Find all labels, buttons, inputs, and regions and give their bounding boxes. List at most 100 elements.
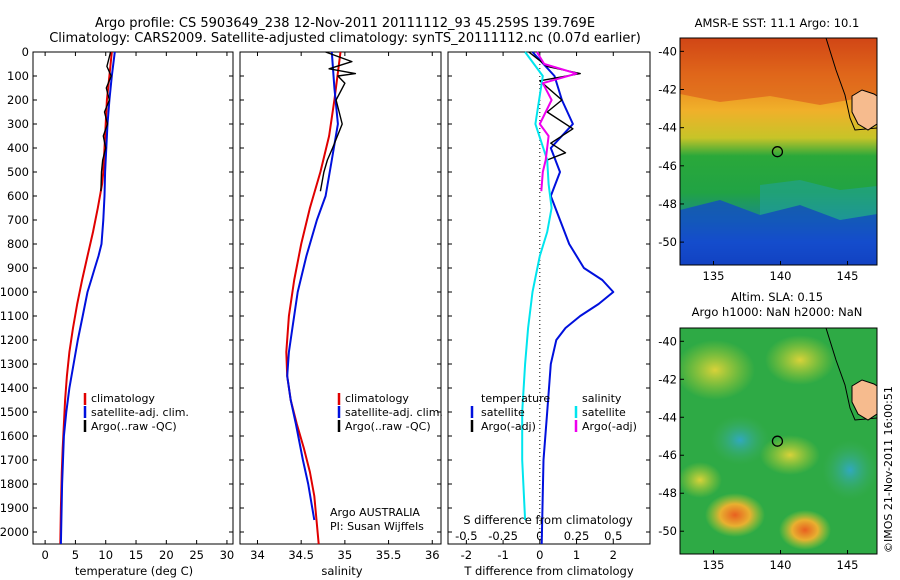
sla-map: [680, 328, 877, 554]
y-tick-label: 1000: [0, 285, 29, 299]
y-tick-label: 100: [7, 69, 29, 83]
argo-position-marker: [771, 146, 784, 158]
x-tick-label: 1: [573, 548, 580, 562]
y-tick-label: -40: [658, 334, 677, 348]
x-tick-label: -2: [461, 548, 472, 562]
temperature-panel: 0 100 200 300 400 500 600 700 800 900 1000 1100 1200…: [0, 45, 234, 562]
x-tick-label: 34.5: [288, 548, 314, 562]
sla-anomaly: [760, 435, 820, 475]
y-tick-label: 600: [7, 189, 29, 203]
legend-label-satellite: satellite-adj. clim.: [345, 406, 443, 419]
series-line: [521, 51, 553, 521]
y-tick-label: -50: [658, 524, 677, 538]
legend-label-satellite: satellite-adj. clim.: [91, 406, 189, 419]
series-line: [285, 51, 342, 545]
sla-anomaly: [710, 415, 770, 465]
sst-warm-band: [680, 38, 877, 105]
y-tick-label: 1800: [0, 477, 29, 491]
legend-label-temp-argo: Argo(-adj): [481, 420, 536, 433]
salinity-panel: 34 34.5 35 35.5 36: [239, 51, 442, 562]
y-tick-label: -48: [658, 486, 677, 500]
x-tick-label: 20: [159, 548, 174, 562]
y-tick-label: 400: [7, 141, 29, 155]
legend-label-climatology: climatology: [91, 392, 155, 405]
tasmania-land: [851, 89, 877, 131]
y-tick-label: 2000: [0, 525, 29, 539]
x-tick-label: 25: [189, 548, 204, 562]
y-tick-label: 700: [7, 213, 29, 227]
sla-map-title-1: Altim. SLA: 0.15: [731, 290, 823, 304]
y-tick-label: -46: [658, 159, 677, 173]
x-tick-label: 135: [703, 269, 725, 283]
series-line: [531, 51, 615, 545]
x-tick-label: 35.5: [376, 548, 402, 562]
legend-label-temp-satellite: satellite: [481, 406, 525, 419]
title-line-2: Climatology: CARS2009. Satellite-adjuste…: [49, 31, 641, 46]
title-line-1: Argo profile: CS 5903649_238 12-Nov-2011…: [95, 16, 595, 31]
temperature-legend: climatology satellite-adj. clim. Argo(..…: [83, 392, 189, 433]
map-frame: [679, 327, 878, 555]
y-tick-label: -40: [658, 44, 677, 58]
series-line: [536, 51, 578, 192]
x-tick-label: 30: [220, 548, 235, 562]
x-tick-label: 0: [536, 548, 543, 562]
sla-anomaly: [822, 440, 877, 500]
y-tick-label: 1300: [0, 357, 29, 371]
x-tick-label: 15: [129, 548, 144, 562]
y-tick-label: 200: [7, 93, 29, 107]
float-pi-label: PI: Susan Wijffels: [330, 520, 424, 533]
legend-label-sal-argo: Argo(-adj): [582, 420, 637, 433]
difference-top-axis-label: S difference from climatology: [463, 513, 633, 527]
sla-anomaly: [705, 493, 765, 537]
y-tick-label: -44: [658, 410, 677, 424]
series-line: [319, 51, 357, 192]
y-tick-label: 1700: [0, 453, 29, 467]
difference-legend: temperature satellite Argo(-adj) salinit…: [470, 392, 637, 433]
y-tick-label: -50: [658, 235, 677, 249]
legend-label-climatology: climatology: [345, 392, 409, 405]
top-x-tick-label: -0.25: [488, 529, 518, 543]
y-tick-label: -42: [658, 83, 677, 97]
y-tick-label: 1200: [0, 333, 29, 347]
series-line: [59, 51, 116, 545]
plot-frame: [239, 51, 442, 545]
y-tick-label: 300: [7, 117, 29, 131]
y-tick-label: 1100: [0, 309, 29, 323]
y-tick-label: 1400: [0, 381, 29, 395]
top-x-tick-label: 0.25: [564, 529, 590, 543]
plot-frame: [447, 51, 651, 545]
float-program-label: Argo AUSTRALIA: [330, 506, 420, 519]
y-tick-label: 1500: [0, 405, 29, 419]
y-tick-label: -44: [658, 121, 677, 135]
x-tick-label: 135: [703, 558, 725, 572]
x-tick-label: 10: [98, 548, 113, 562]
sst-cyan-band: [760, 180, 877, 220]
legend-title-temperature: temperature: [481, 392, 550, 405]
difference-axis-label: T difference from climatology: [463, 564, 634, 578]
x-tick-label: 145: [837, 269, 859, 283]
y-tick-label: -42: [658, 372, 677, 386]
legend-label-argo: Argo(..raw -QC): [91, 420, 177, 433]
x-tick-label: 5: [72, 548, 79, 562]
sla-map-title-2: Argo h1000: NaN h2000: NaN: [692, 305, 863, 319]
series-line: [100, 51, 112, 192]
sla-map-axes: 135 140 145 -40 -42 -44 -46 -48 -50: [658, 327, 878, 572]
x-tick-label: 35: [338, 548, 353, 562]
salinity-axis-label: salinity: [321, 564, 362, 578]
y-tick-label: 900: [7, 261, 29, 275]
x-tick-label: 34: [250, 548, 265, 562]
sla-anomaly: [779, 510, 831, 550]
x-tick-label: -1: [497, 548, 508, 562]
legend-label-sal-satellite: satellite: [582, 406, 626, 419]
sst-coastline: [825, 38, 877, 131]
x-tick-label: 2: [610, 548, 617, 562]
y-tick-label: 0: [22, 45, 29, 59]
x-tick-label: 145: [837, 558, 859, 572]
legend-label-argo: Argo(..raw -QC): [345, 420, 431, 433]
y-tick-label: 1900: [0, 501, 29, 515]
plot-frame: [32, 51, 234, 545]
y-tick-label: 800: [7, 237, 29, 251]
sla-coastline: [825, 328, 877, 421]
salinity-legend: climatology satellite-adj. clim. Argo(..…: [337, 392, 443, 433]
y-tick-label: 500: [7, 165, 29, 179]
